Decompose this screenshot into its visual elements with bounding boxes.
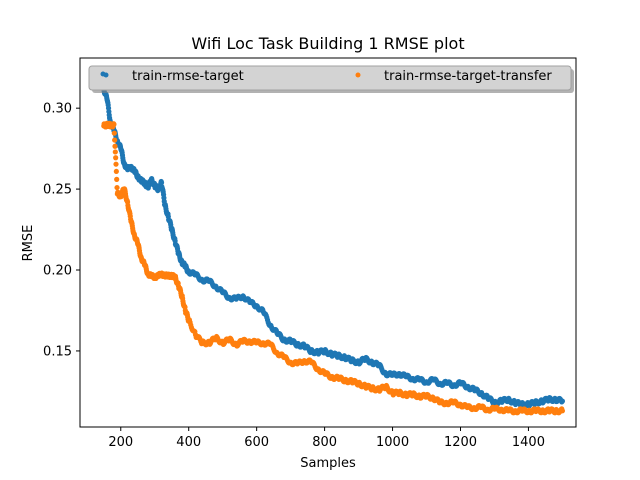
data-point (111, 121, 117, 127)
chart-title: Wifi Loc Task Building 1 RMSE plot (191, 34, 464, 53)
x-tick-label: 600 (244, 435, 269, 450)
data-point (559, 398, 566, 404)
data-point (113, 155, 119, 161)
data-point (112, 149, 118, 155)
x-tick-label: 1200 (444, 435, 477, 450)
legend-label-train-rmse-target-transfer: train-rmse-target-transfer (384, 69, 552, 84)
x-tick-label: 800 (312, 435, 337, 450)
legend-label-train-rmse-target: train-rmse-target (132, 69, 244, 84)
y-tick-label: 0.15 (43, 344, 72, 359)
plot-points (101, 86, 566, 416)
data-point (111, 130, 117, 136)
legend-marker-train-rmse-target-transfer (355, 72, 361, 78)
y-tick-label: 0.25 (43, 183, 72, 198)
data-point (112, 137, 118, 143)
data-point (113, 168, 119, 175)
y-tick-label: 0.30 (43, 102, 72, 117)
legend-box (88, 65, 572, 91)
x-tick-label: 400 (176, 435, 201, 450)
x-tick-label: 200 (108, 435, 133, 450)
data-point (114, 184, 120, 191)
series-train-rmse-target-transfer (101, 120, 566, 416)
data-point (559, 408, 566, 414)
legend: train-rmse-target train-rmse-target-tran… (88, 65, 574, 93)
x-axis-label: Samples (300, 456, 356, 471)
series-train-rmse-target (101, 86, 566, 409)
x-tick-label: 1000 (376, 435, 409, 450)
data-point (112, 143, 118, 149)
plot-frame (79, 57, 577, 428)
y-axis: 0.15 0.20 0.25 0.30 (43, 102, 80, 359)
data-point (113, 161, 119, 167)
data-point (114, 176, 120, 182)
y-tick-label: 0.20 (43, 264, 72, 279)
x-axis: 200 400 600 800 1000 1200 1400 (108, 427, 545, 450)
x-tick-label: 1400 (512, 435, 545, 450)
data-point (158, 180, 165, 186)
legend-marker-train-rmse-target-2 (100, 71, 106, 77)
y-axis-label: RMSE (21, 225, 36, 262)
